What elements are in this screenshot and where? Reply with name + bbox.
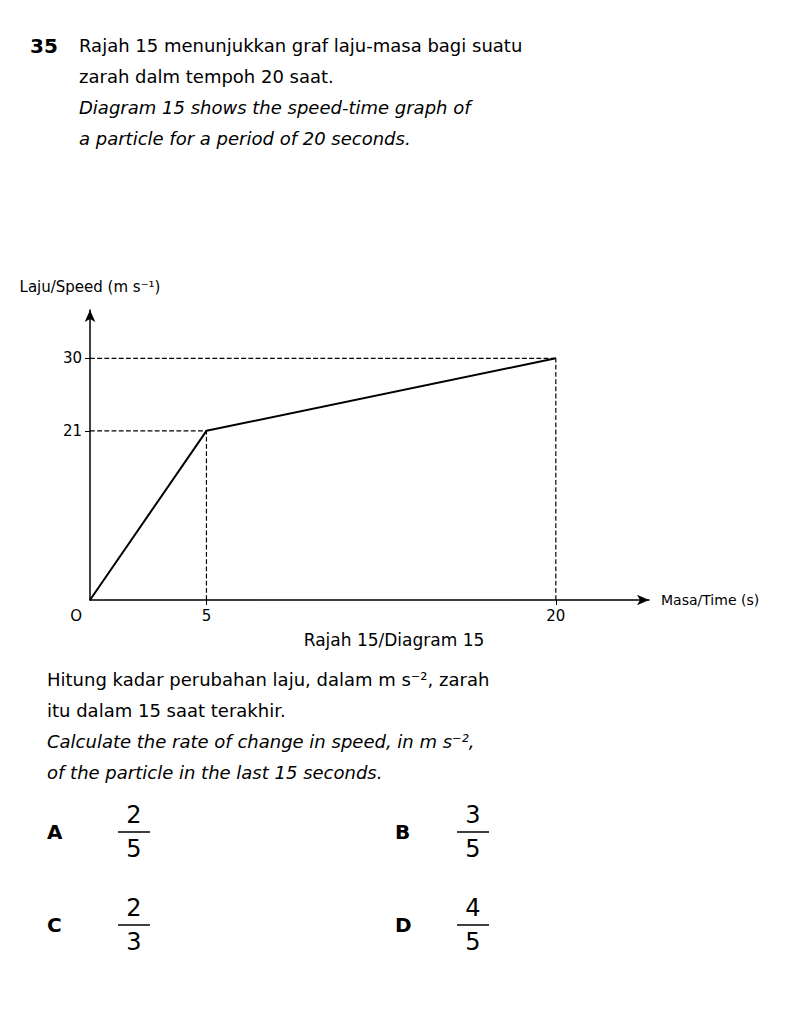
svg-text:A: A xyxy=(47,820,63,844)
svg-text:3: 3 xyxy=(465,801,480,829)
svg-text:B: B xyxy=(395,820,410,844)
svg-text:of the particle in the last 15: of the particle in the last 15 seconds. xyxy=(47,762,382,783)
svg-text:a particle for a period of 20: a particle for a period of 20 seconds. xyxy=(79,128,411,149)
svg-text:Diagram 15 shows the speed-tim: Diagram 15 shows the speed-time graph of xyxy=(79,97,473,118)
svg-text:5: 5 xyxy=(126,835,141,863)
svg-text:Masa/Time (s): Masa/Time (s) xyxy=(661,592,759,608)
svg-text:C: C xyxy=(47,913,62,937)
svg-text:Rajah 15 menunjukkan graf laju: Rajah 15 menunjukkan graf laju-masa bagi… xyxy=(79,35,522,56)
svg-text:2: 2 xyxy=(126,894,141,922)
svg-text:itu dalam 15 saat terakhir.: itu dalam 15 saat terakhir. xyxy=(47,700,286,721)
svg-text:5: 5 xyxy=(202,607,212,625)
svg-text:21: 21 xyxy=(63,422,82,440)
svg-text:Calculate the rate of change i: Calculate the rate of change in speed, i… xyxy=(47,731,475,752)
svg-text:5: 5 xyxy=(465,835,480,863)
svg-text:20: 20 xyxy=(546,607,565,625)
svg-text:30: 30 xyxy=(63,349,82,367)
svg-text:Laju/Speed (m s⁻¹): Laju/Speed (m s⁻¹) xyxy=(20,278,161,296)
svg-text:3: 3 xyxy=(126,928,141,956)
svg-text:O: O xyxy=(70,607,82,625)
svg-text:35: 35 xyxy=(30,34,58,58)
svg-text:zarah dalm tempoh 20 saat.: zarah dalm tempoh 20 saat. xyxy=(79,66,334,87)
svg-text:D: D xyxy=(395,913,412,937)
svg-text:Hitung kadar perubahan laju, d: Hitung kadar perubahan laju, dalam m s⁻²… xyxy=(47,669,489,690)
svg-text:4: 4 xyxy=(465,894,480,922)
svg-text:5: 5 xyxy=(465,928,480,956)
svg-text:Rajah 15/Diagram 15: Rajah 15/Diagram 15 xyxy=(304,630,485,650)
svg-text:2: 2 xyxy=(126,801,141,829)
